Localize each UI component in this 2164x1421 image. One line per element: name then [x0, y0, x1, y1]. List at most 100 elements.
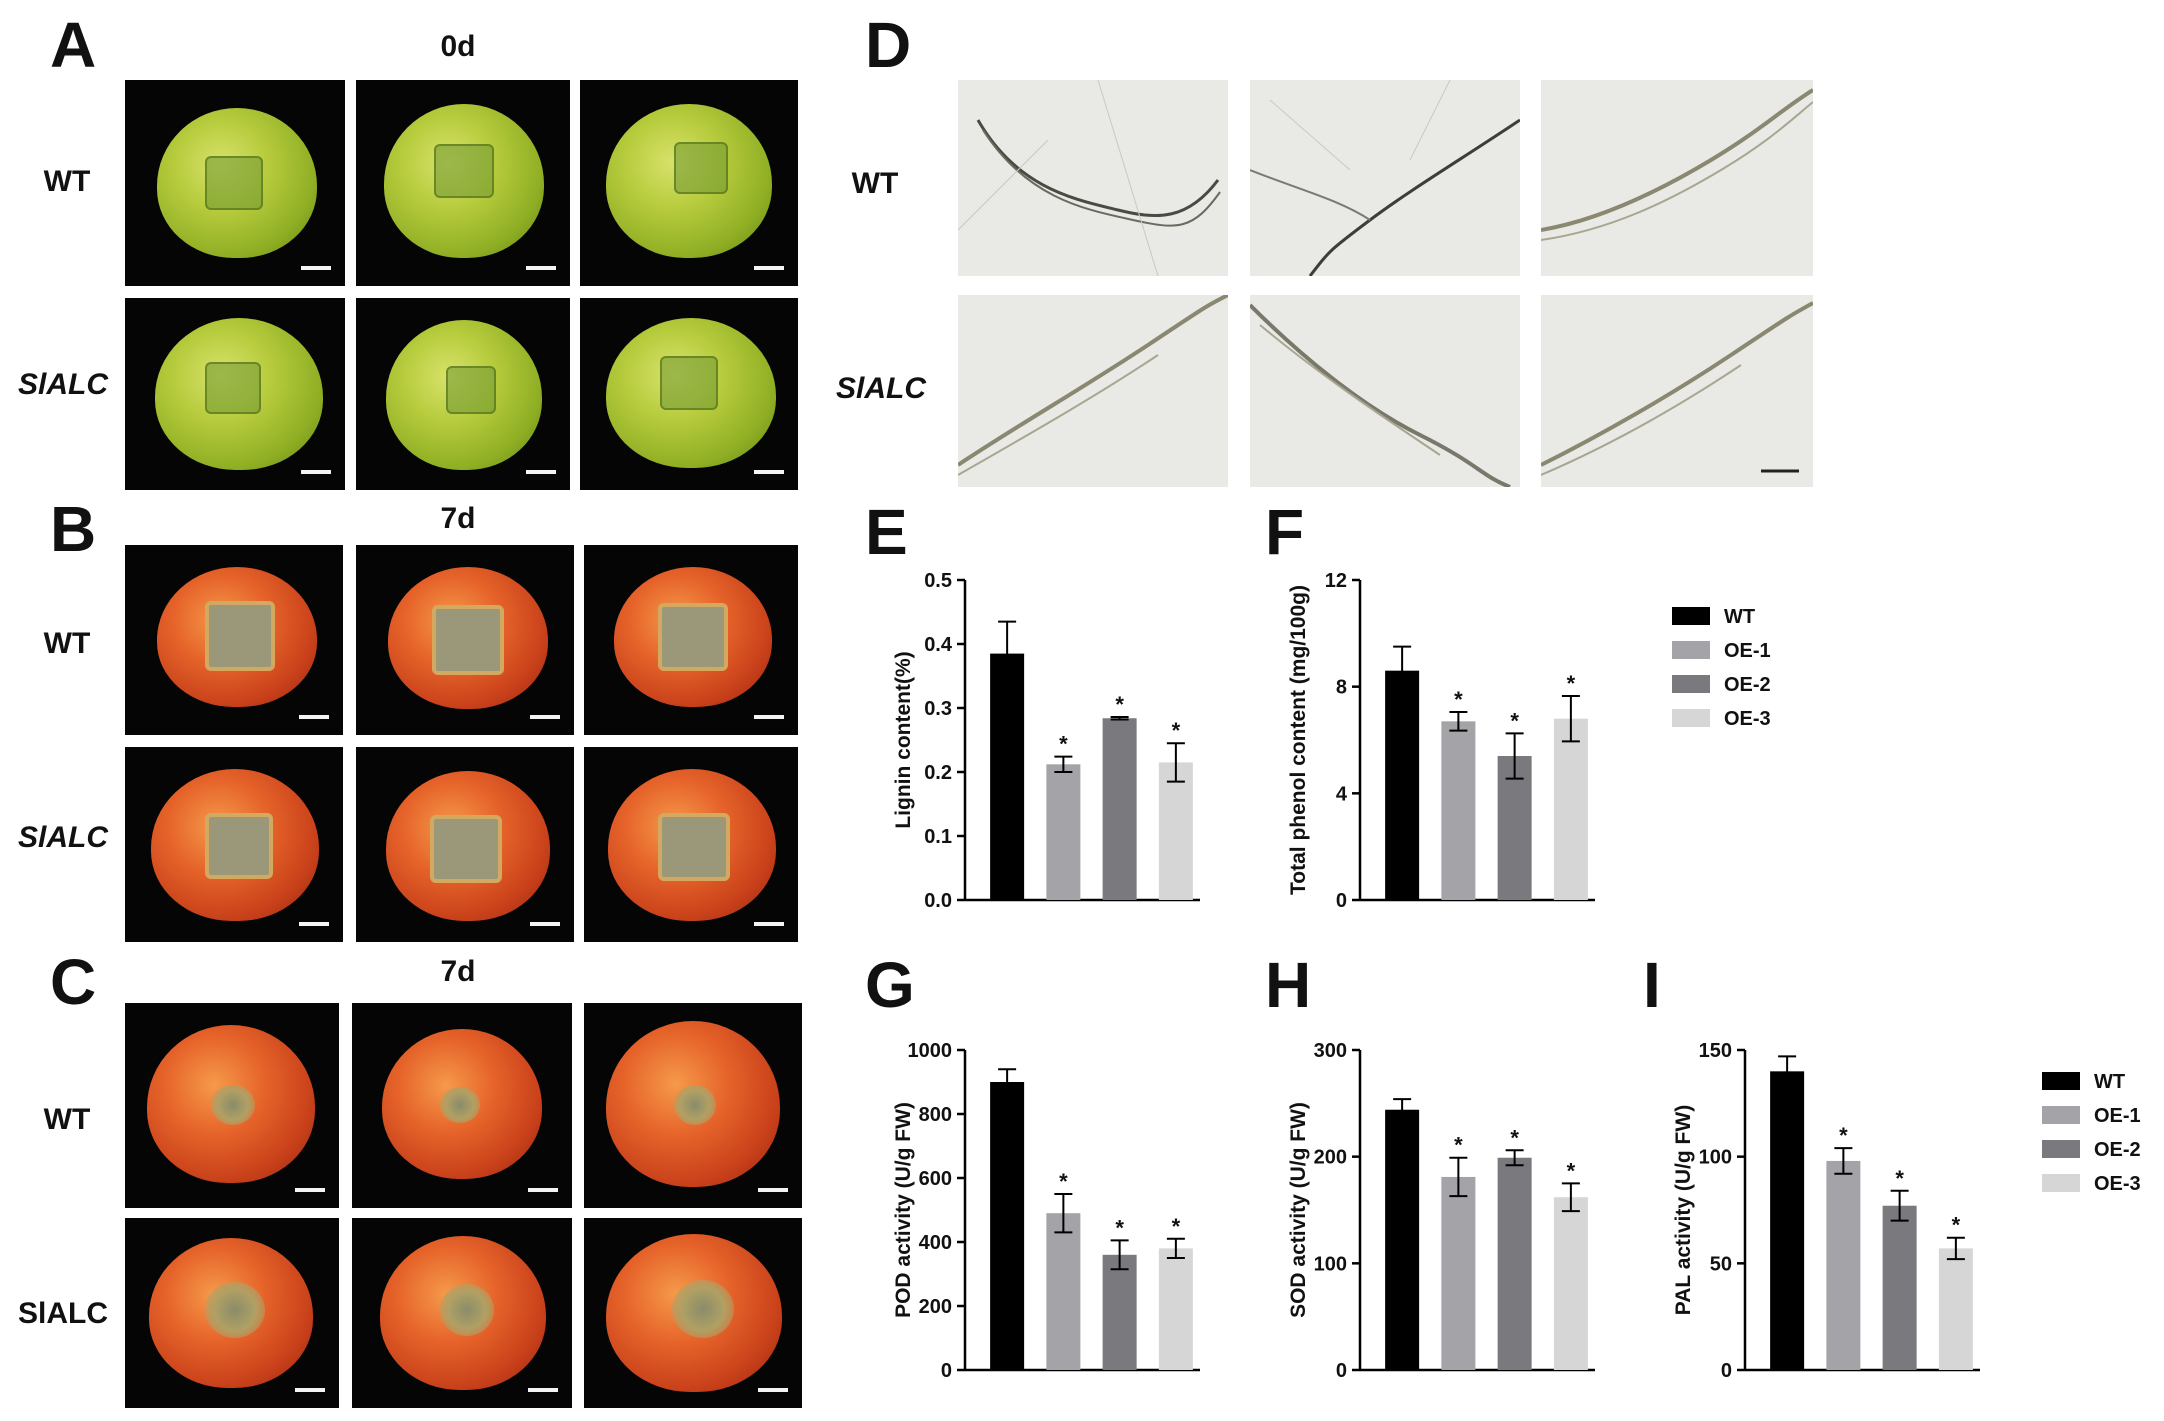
y-axis-label: Total phenol content (mg/100g) — [1287, 585, 1310, 895]
scale-bar — [301, 266, 331, 270]
y-tick-label: 100 — [1314, 1253, 1347, 1275]
legend-swatch — [2042, 1174, 2080, 1192]
photo-b-wt-3 — [584, 545, 798, 735]
legend-label: OE-2 — [2094, 1139, 2141, 1161]
scale-bar — [754, 922, 784, 926]
y-tick-label: 300 — [1314, 1040, 1347, 1062]
y-tick-label: 0 — [1336, 1360, 1347, 1382]
significance-star: * — [1059, 1169, 1068, 1194]
significance-star: * — [1115, 692, 1124, 717]
legend-top: WT OE-1 OE-2 OE-3 — [1670, 593, 1850, 743]
chart-h-svg: 0 100 200 300 SOD activity (U/g FW) * * * — [1287, 1040, 1595, 1382]
legend-top-svg: WT OE-1 OE-2 OE-3 — [1672, 606, 1771, 730]
significance-star: * — [1510, 708, 1519, 733]
legend-bottom: WT OE-1 OE-2 OE-3 — [2040, 1058, 2164, 1208]
y-axis-label: POD activity (U/g FW) — [892, 1102, 915, 1318]
bar — [1826, 1160, 1861, 1370]
bar — [1046, 764, 1081, 900]
y-tick-label: 0.3 — [924, 698, 952, 720]
panel-letter-a: A — [50, 9, 97, 81]
micrograph-d-wt-1 — [958, 80, 1228, 276]
lignin-stain-trace — [1541, 301, 1813, 476]
bar — [1882, 1205, 1917, 1370]
scale-bar — [299, 715, 329, 719]
legend-label: OE-2 — [1724, 674, 1771, 696]
bar — [1102, 718, 1137, 900]
significance-star: * — [1172, 718, 1181, 743]
scale-bar — [299, 922, 329, 926]
wound-patch — [434, 144, 494, 198]
chart-i: 0 50 100 150 PAL activity (U/g FW) * * * — [1660, 1030, 1990, 1410]
y-tick-label: 200 — [1314, 1147, 1347, 1169]
scale-bar — [295, 1188, 325, 1192]
bar — [1770, 1071, 1805, 1370]
y-tick-label: 0 — [941, 1360, 952, 1382]
bar — [1497, 756, 1532, 900]
y-tick-label: 0 — [1721, 1360, 1732, 1382]
wound-patch — [430, 815, 502, 883]
significance-star: * — [1895, 1166, 1904, 1191]
photo-a-slalc-2 — [356, 298, 570, 490]
wound-patch — [205, 156, 263, 210]
panel-letter-g: G — [865, 949, 915, 1021]
significance-star: * — [1567, 1158, 1576, 1183]
photo-b-wt-1 — [125, 545, 343, 735]
micrograph-d-slalc-2 — [1250, 295, 1520, 487]
panel-letter-e: E — [865, 496, 908, 568]
day-label-b: 7d — [440, 502, 476, 535]
wound-patch — [660, 356, 718, 410]
chart-i-svg: 0 50 100 150 PAL activity (U/g FW) * * * — [1672, 1040, 1980, 1382]
photo-c-wt-3 — [584, 1003, 802, 1208]
wound-patch — [205, 362, 261, 414]
infection-spot — [440, 1284, 494, 1336]
y-tick-label: 600 — [919, 1168, 952, 1190]
photo-c-slalc-2 — [352, 1218, 572, 1408]
y-axis-label: PAL activity (U/g FW) — [1672, 1105, 1695, 1315]
bar — [1046, 1213, 1081, 1370]
significance-star: * — [1839, 1123, 1848, 1148]
legend-swatch — [2042, 1140, 2080, 1158]
lignin-stain-trace — [1250, 303, 1511, 487]
micrograph-d-slalc-3 — [1541, 295, 1813, 487]
chart-e-svg: 0.0 0.1 0.2 0.3 0.4 0.5 Lignin content(%) * * * — [892, 570, 1200, 912]
row-label-d-slalc: SlALC — [836, 372, 926, 405]
row-label-a-slalc: SlALC — [18, 368, 108, 401]
scale-bar — [754, 470, 784, 474]
bar — [990, 1082, 1025, 1370]
significance-star: * — [1115, 1215, 1124, 1240]
infection-spot — [205, 1282, 265, 1338]
panel-letter-h: H — [1265, 949, 1312, 1021]
micrograph-d-slalc-1 — [958, 295, 1228, 487]
legend-label: OE-1 — [1724, 640, 1771, 662]
bar — [1441, 721, 1476, 900]
panel-letter-d: D — [865, 9, 912, 81]
wound-patch — [205, 813, 273, 879]
bar — [1553, 718, 1588, 900]
legend-label: WT — [2094, 1071, 2125, 1093]
row-label-d-wt: WT — [851, 167, 899, 200]
legend-label: OE-3 — [2094, 1173, 2141, 1195]
photo-c-wt-1 — [125, 1003, 339, 1208]
panel-letter-i: I — [1643, 949, 1661, 1021]
y-tick-label: 0.5 — [924, 570, 952, 592]
infection-spot — [672, 1280, 734, 1338]
photo-a-wt-1 — [125, 80, 345, 286]
y-tick-label: 12 — [1325, 570, 1347, 592]
photo-a-slalc-3 — [580, 298, 798, 490]
bar — [1385, 1109, 1420, 1370]
y-tick-label: 100 — [1699, 1147, 1732, 1169]
legend-bottom-svg: WT OE-1 OE-2 OE-3 — [2042, 1071, 2141, 1195]
bar — [1938, 1248, 1973, 1370]
legend-label: OE-1 — [2094, 1105, 2141, 1127]
legend-label: OE-3 — [1724, 708, 1771, 730]
micrograph-d-wt-2 — [1250, 80, 1520, 276]
scale-bar — [758, 1188, 788, 1192]
scale-bar — [526, 266, 556, 270]
y-tick-label: 1000 — [908, 1040, 953, 1062]
infection-spot — [211, 1085, 255, 1125]
panel-letter-c: C — [50, 946, 97, 1018]
row-label-c-slalc: SlALC — [18, 1297, 108, 1330]
lignin-stain-trace — [958, 80, 1221, 276]
bar — [1158, 762, 1193, 900]
photo-b-wt-2 — [356, 545, 574, 735]
